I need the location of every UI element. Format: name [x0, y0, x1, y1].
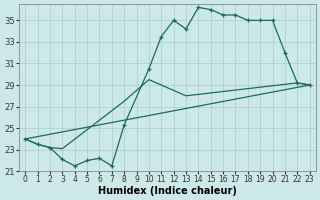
X-axis label: Humidex (Indice chaleur): Humidex (Indice chaleur) [98, 186, 237, 196]
